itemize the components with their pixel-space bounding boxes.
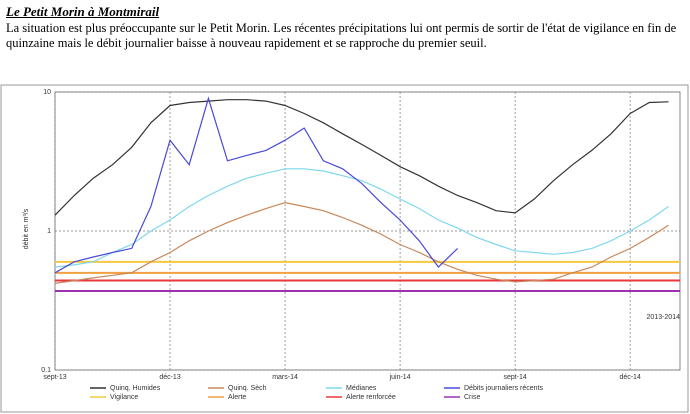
x-tick-label: déc-13: [159, 374, 181, 381]
legend-label: Médianes: [346, 385, 377, 392]
y-label: débit en m³/s: [23, 208, 30, 249]
legend-label: Vigilance: [110, 394, 138, 401]
y-tick-label: 1: [47, 228, 51, 235]
series-line: [54, 201, 669, 284]
legend-label: Quinq. Humides: [110, 385, 161, 392]
y-tick-label: 0.1: [41, 367, 51, 374]
x-tick-label: juin-14: [389, 374, 411, 381]
series-line: [54, 96, 459, 274]
x-tick-label: sept-13: [43, 374, 66, 381]
legend-label: Crise: [464, 394, 480, 401]
chart: débit en m³/s 2013-2014 0.1 1 10 sept-13 déc…: [0, 84, 689, 413]
paragraph: La situation est plus préoccupante sur l…: [6, 21, 677, 50]
series-line: [54, 168, 669, 268]
legend-label: Débits journaliers récents: [464, 385, 543, 392]
frame: [0, 84, 689, 413]
legend-label: Quinq. Sèch: [228, 385, 267, 392]
x-tick-label: mars-14: [272, 374, 298, 381]
title: Le Petit Morin à Montmirail: [6, 4, 160, 19]
legend-label: Alerte: [228, 394, 246, 401]
legend-label: Alerte renforcée: [346, 394, 396, 401]
x-tick-label: déc-14: [619, 374, 641, 381]
note: 2013-2014: [647, 314, 681, 321]
x-tick-label: sept-14: [503, 374, 526, 381]
series-line: [54, 99, 669, 216]
header: Le Petit Morin à Montmirail La situation…: [6, 4, 686, 51]
y-tick-label: 10: [43, 89, 51, 96]
